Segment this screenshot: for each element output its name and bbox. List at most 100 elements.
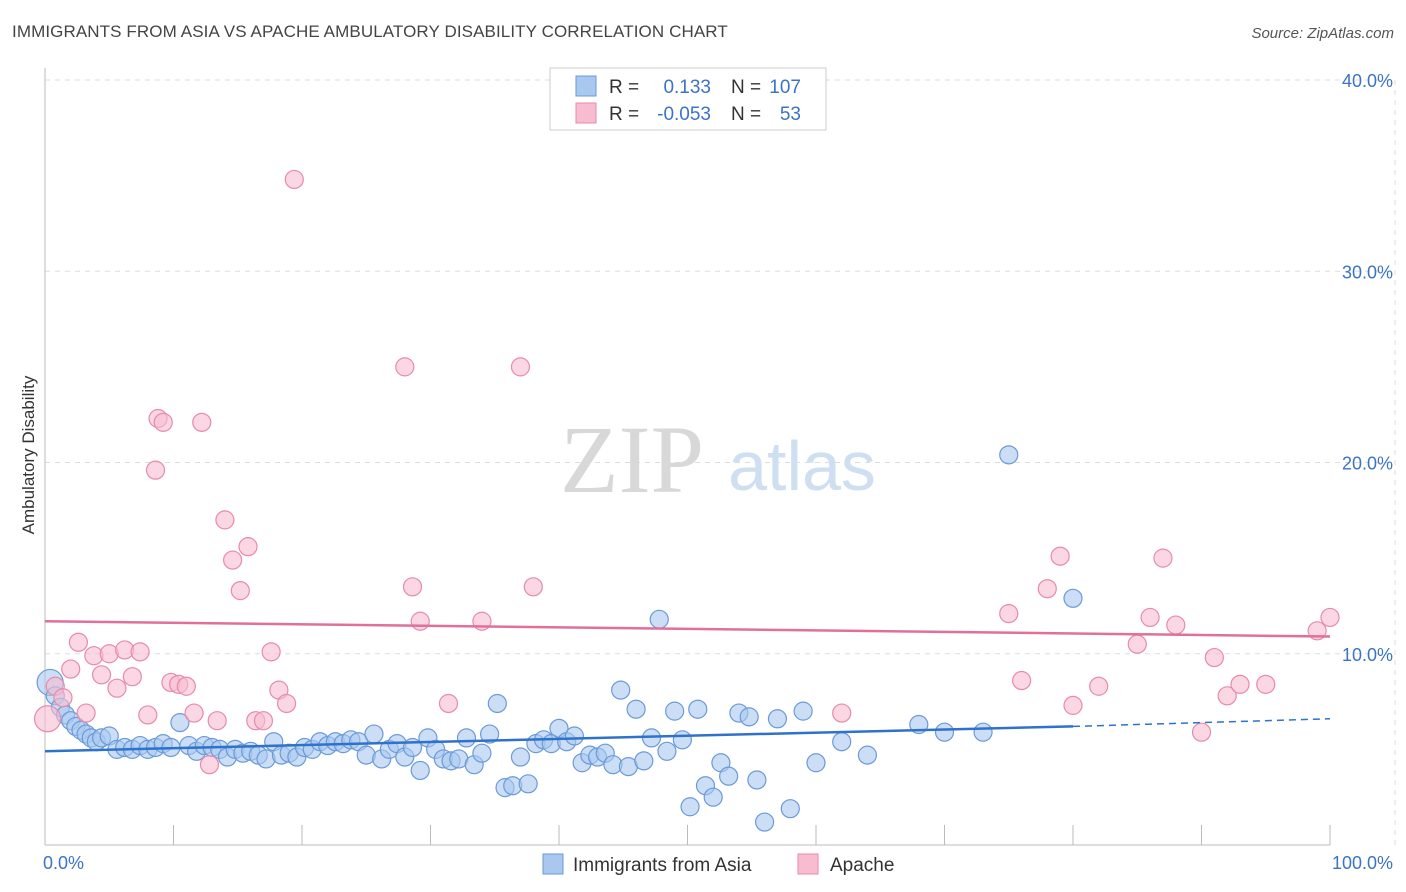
data-point-asia-98 [793,701,813,721]
y-tick-label-1: 20.0% [1342,454,1393,474]
x-tick-label-1: 100.0% [1332,853,1393,873]
watermark-atlas: atlas [728,427,876,505]
data-point-asia-83 [657,741,677,761]
data-point-apache-19 [176,676,196,696]
data-point-apache-26 [230,581,250,601]
data-point-asia-93 [739,707,759,727]
data-point-apache-27 [238,537,258,557]
legend-n-label-1: N = [731,77,761,98]
bottom-legend-swatch-pink [797,853,819,875]
data-point-apache-45 [1050,546,1070,566]
data-point-asia-82 [649,609,669,629]
data-point-apache-11 [122,667,142,687]
legend-r-value-1: 0.133 [663,77,711,98]
legend-n-value-2: 53 [780,104,801,125]
watermark: ZIP atlas [560,406,876,513]
data-point-apache-23 [207,711,227,731]
data-point-apache-49 [1140,607,1160,628]
data-point-asia-71 [564,726,585,746]
data-point-apache-41 [832,703,852,723]
legend-r-label-2: R = [609,104,639,125]
data-point-apache-29 [253,711,274,731]
data-point-apache-4 [68,632,89,652]
data-point-apache-16 [153,412,173,432]
data-point-apache-30 [261,642,281,662]
legend-swatch-pink [575,102,597,124]
data-point-apache-14 [145,460,166,480]
data-point-asia-79 [626,699,646,719]
source-label: Source: ZipAtlas.com [1251,25,1394,42]
legend-r-label-1: R = [609,77,639,98]
data-point-asia-95 [754,812,775,832]
data-point-apache-36 [410,611,430,631]
axes: 10.0% 20.0% 30.0% 40.0% 0.0% 100.0% [43,68,1393,873]
data-point-asia-99 [806,753,826,773]
data-point-apache-3 [61,659,81,679]
data-point-asia-105 [999,445,1019,465]
data-point-asia-104 [973,722,993,742]
bottom-legend-swatch-blue [542,853,564,875]
trend-line-asia-extension [1072,718,1331,728]
data-point-asia-60 [480,724,500,744]
data-point-asia-45 [364,724,384,744]
data-point-asia-89 [703,787,723,807]
y-axis-title: Ambulatory Disability [19,375,38,534]
trend-line-asia [44,725,1074,753]
series-legend: Immigrants from Asia Apache [542,853,894,876]
data-point-apache-37 [438,693,459,714]
data-point-asia-106 [1063,588,1083,608]
data-point-asia-57 [456,728,477,748]
data-point-apache-44 [1037,579,1057,599]
data-point-asia-103 [934,722,955,742]
data-point-asia-91 [719,766,739,786]
data-point-asia-97 [780,799,800,819]
y-tick-label-3: 40.0% [1342,71,1393,91]
trend-lines [44,619,1331,753]
data-point-apache-20 [184,703,204,723]
legend: R = 0.133 N = 107 R = -0.053 N = 53 [549,67,827,131]
x-tick-label-0: 0.0% [43,853,84,873]
data-point-asia-84 [665,701,685,721]
data-point-asia-65 [518,774,538,794]
bottom-legend-label-blue: Immigrants from Asia [573,855,752,876]
data-point-apache-35 [402,577,423,597]
data-point-apache-7 [91,665,112,685]
data-point-asia-100 [832,732,852,752]
data-point-apache-55 [1230,674,1250,694]
data-point-apache-46 [1063,695,1083,715]
y-tick-label-2: 30.0% [1342,262,1393,282]
data-point-apache-54 [1217,686,1237,706]
data-point-asia-85 [672,730,692,750]
chart-title: IMMIGRANTS FROM ASIA VS APACHE AMBULATOR… [12,22,728,41]
data-point-apache-34 [395,357,415,377]
data-point-asia-61 [487,693,507,714]
data-point-asia-64 [510,747,531,767]
bottom-legend-label-pink: Apache [830,855,894,876]
data-point-apache-12 [130,642,150,662]
data-point-asia-59 [472,743,492,763]
data-point-apache-56 [1256,674,1276,694]
legend-n-value-1: 107 [769,77,801,98]
legend-n-label-2: N = [731,104,761,125]
data-point-apache-50 [1153,548,1173,568]
data-point-asia-86 [680,797,700,817]
data-point-asia-20 [170,712,190,733]
data-point-apache-51 [1166,615,1186,635]
data-point-apache-21 [192,412,212,432]
grid-lines [45,79,1396,845]
data-point-asia-94 [747,770,767,790]
data-point-apache-42 [999,603,1019,624]
legend-r-value-2: -0.053 [657,104,711,125]
data-point-asia-80 [634,751,654,771]
data-point-apache-52 [1191,722,1212,742]
data-point-apache-48 [1127,634,1147,654]
data-point-apache-53 [1204,647,1224,668]
data-point-asia-77 [611,680,631,700]
data-point-apache-43 [1011,670,1032,691]
data-point-apache-47 [1089,676,1109,696]
data-point-apache-58 [1320,607,1340,628]
data-point-asia-51 [410,760,430,781]
data-point-apache-9 [107,678,127,698]
data-point-apache-33 [284,169,304,190]
